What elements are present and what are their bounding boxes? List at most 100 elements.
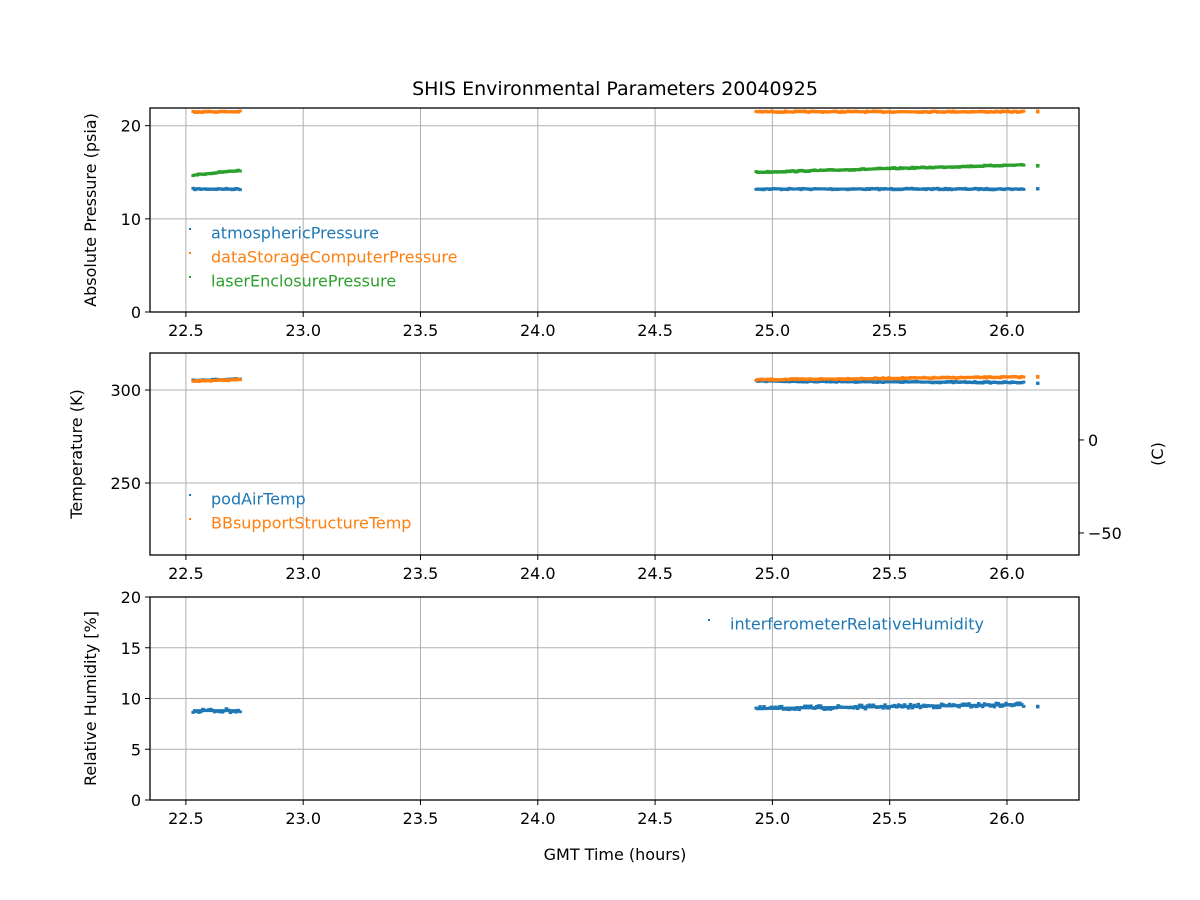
data-point <box>906 706 911 710</box>
y-axis-label: Temperature (K) <box>67 389 86 519</box>
legend-label: BBsupportStructureTemp <box>211 514 411 533</box>
data-point <box>1035 109 1040 113</box>
data-point <box>758 705 762 709</box>
data-point <box>1021 109 1026 113</box>
x-tick-label: 23.0 <box>285 809 321 828</box>
data-point <box>828 707 833 711</box>
data-point <box>932 706 936 710</box>
data-point <box>1021 375 1026 379</box>
data-point <box>908 702 913 706</box>
legend-label: interferometerRelativeHumidity <box>730 615 984 634</box>
x-tick-label: 26.0 <box>989 809 1025 828</box>
data-point <box>1016 701 1020 705</box>
data-point <box>883 703 887 707</box>
data-point <box>896 703 901 707</box>
data-point <box>824 707 829 711</box>
data-point <box>967 702 971 706</box>
legend-marker <box>189 228 191 230</box>
y-tick-label: 10 <box>121 210 141 229</box>
data-point <box>1021 163 1026 167</box>
x-tick-label: 23.0 <box>285 321 321 340</box>
data-trace <box>755 163 1024 174</box>
x-tick-label: 23.5 <box>403 321 439 340</box>
legend-marker <box>189 252 191 254</box>
data-point <box>762 705 766 709</box>
legend-label: atmosphericPressure <box>211 224 379 243</box>
data-point <box>910 706 915 710</box>
series-interferometerRelativeHumidity <box>191 701 1040 715</box>
data-point <box>1035 705 1040 709</box>
panel-2: podAirTemp BBsupportStructureTemp 22.5 23.0… <box>67 352 1167 583</box>
data-point <box>805 704 809 708</box>
y-tick-label: 20 <box>121 588 141 607</box>
x-tick-label: 25.5 <box>872 564 908 583</box>
y-axis-label: Absolute Pressure (psia) <box>81 113 100 307</box>
data-point <box>918 706 922 710</box>
y-tick-label: 300 <box>110 381 141 400</box>
series-laserEnclosurePressure <box>191 162 1040 178</box>
x-tick-label: 26.0 <box>989 321 1025 340</box>
y-tick-label: 0 <box>131 303 141 322</box>
data-point <box>994 701 999 705</box>
right-y-axis-label: (C) <box>1148 442 1167 466</box>
data-point <box>228 711 233 715</box>
data-point <box>1021 704 1026 708</box>
right-y-tick-label: −50 <box>1088 524 1122 543</box>
x-tick-label: 24.0 <box>520 321 556 340</box>
data-point <box>809 704 813 708</box>
series-atmosphericPressure <box>191 186 1040 192</box>
data-point <box>238 188 242 192</box>
legend-label: laserEnclosurePressure <box>211 272 396 291</box>
data-point <box>191 710 195 714</box>
data-point <box>871 703 876 707</box>
data-point <box>779 704 784 708</box>
x-tick-label: 23.0 <box>285 564 321 583</box>
data-trace <box>755 703 1024 711</box>
data-trace <box>192 378 240 383</box>
x-tick-label: 25.0 <box>755 809 791 828</box>
data-point <box>1021 187 1026 191</box>
x-tick-label: 24.5 <box>637 321 673 340</box>
data-point <box>939 702 944 706</box>
x-tick-label: 23.5 <box>403 564 439 583</box>
x-tick-label: 22.5 <box>168 809 204 828</box>
axes-frame <box>149 352 1080 556</box>
x-tick-label: 24.5 <box>637 809 673 828</box>
data-point <box>807 704 811 708</box>
data-point <box>937 705 942 709</box>
right-y-tick-label: 0 <box>1088 431 1098 450</box>
y-tick-label: 0 <box>131 791 141 810</box>
x-tick-label: 26.0 <box>989 564 1025 583</box>
legend-marker <box>189 518 191 520</box>
x-tick-label: 22.5 <box>168 321 204 340</box>
data-point <box>1035 187 1040 191</box>
y-tick-label: 10 <box>121 690 141 709</box>
x-tick-label: 22.5 <box>168 564 204 583</box>
y-tick-label: 20 <box>121 117 141 136</box>
data-point <box>818 704 823 708</box>
legend-marker <box>189 276 191 278</box>
data-point <box>969 705 973 709</box>
data-point <box>822 707 827 711</box>
series-BBsupportStructureTemp <box>191 374 1040 383</box>
data-point <box>238 169 242 173</box>
data-point <box>1021 380 1026 384</box>
data-point <box>1035 163 1040 167</box>
x-tick-label: 25.0 <box>755 321 791 340</box>
legend-label: podAirTemp <box>211 490 306 509</box>
data-point <box>238 710 242 714</box>
data-point <box>867 703 872 707</box>
x-tick-label: 24.5 <box>637 564 673 583</box>
data-point <box>797 708 801 712</box>
y-tick-label: 250 <box>110 474 141 493</box>
data-point <box>238 378 242 382</box>
data-point <box>777 705 782 709</box>
y-tick-label: 15 <box>121 639 141 658</box>
x-axis-label: GMT Time (hours) <box>544 845 687 864</box>
x-tick-label: 23.5 <box>403 809 439 828</box>
data-point <box>863 707 868 711</box>
x-tick-label: 25.0 <box>755 564 791 583</box>
data-point <box>916 702 920 706</box>
data-point <box>1004 701 1008 705</box>
